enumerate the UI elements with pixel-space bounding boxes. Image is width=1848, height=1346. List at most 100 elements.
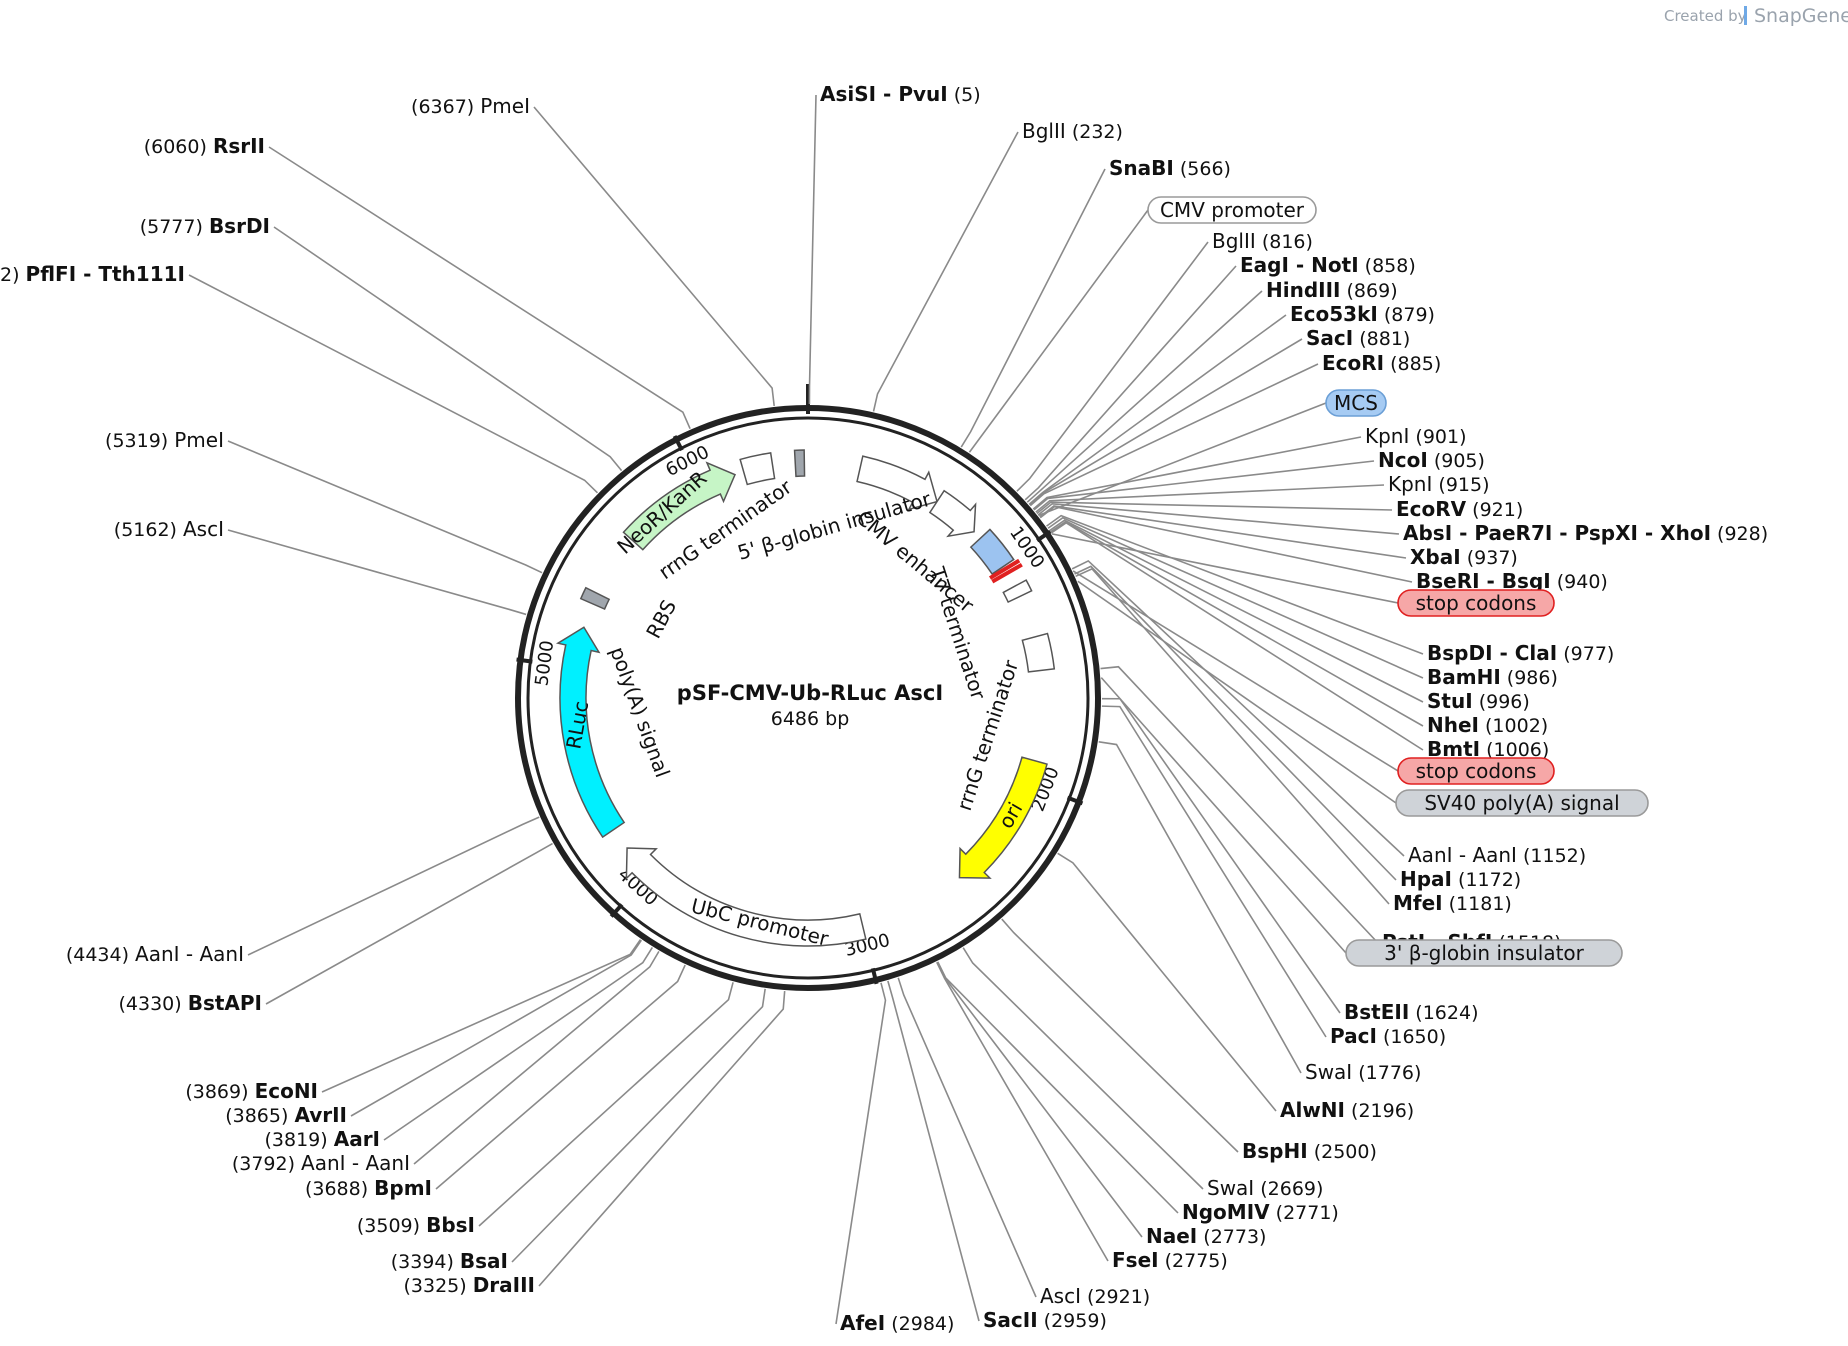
leader-line — [321, 939, 642, 1093]
enzyme-label: BglII (816) — [1212, 229, 1313, 253]
enzyme-label: (3394) BsaI — [391, 1249, 508, 1273]
feature-pill — [1147, 196, 1317, 224]
leader-line — [960, 168, 1106, 448]
leader-line — [1029, 338, 1303, 506]
enzyme-label: HindIII (869) — [1266, 278, 1398, 302]
feature-ubc-promoter — [625, 847, 867, 947]
enzyme-label: BspDI - ClaI (977) — [1427, 641, 1614, 665]
features-layer — [555, 449, 1056, 947]
leader-line — [1057, 852, 1277, 1112]
leader-line — [1071, 559, 1405, 857]
enzyme-label: SnaBI (566) — [1109, 156, 1231, 180]
leader-line — [1026, 290, 1263, 503]
leader-line — [808, 94, 817, 405]
feature-pill-label: 3' β-globin insulator — [1384, 941, 1585, 965]
enzyme-label: FseI (2775) — [1112, 1248, 1228, 1272]
inner-backbone-ring — [526, 416, 1090, 980]
enzyme-label: AlwNI (2196) — [1280, 1098, 1414, 1122]
enzyme-label: KpnI (901) — [1365, 424, 1467, 448]
enzyme-label: BspHI (2500) — [1242, 1139, 1377, 1163]
tick-mark — [672, 435, 684, 452]
feature-pill-label: stop codons — [1416, 591, 1537, 615]
feature-t7-terminator — [1002, 579, 1033, 604]
leader-line — [1036, 501, 1393, 515]
enzyme-label: AbsI - PaeR7I - PspXI - XhoI (928) — [1403, 521, 1768, 545]
feature-leader-line — [1100, 677, 1347, 954]
enzyme-label: SwaI (1776) — [1305, 1060, 1421, 1084]
feature-5-globin-insulator — [793, 449, 806, 478]
enzyme-label: Eco53kI (879) — [1290, 302, 1435, 326]
feature-leader-line — [1051, 533, 1399, 604]
enzyme-label: (4330) BstAPI — [118, 991, 262, 1015]
leader-line — [1074, 565, 1397, 881]
enzyme-label: (3688) BpmI — [305, 1176, 432, 1200]
enzyme-label: EagI - NotI (858) — [1240, 253, 1416, 277]
enzyme-labels: AsiSI - PvuI (5) BglII (232) SnaBI (566) Bg… — [0, 82, 1768, 1335]
enzyme-label: BmtI (1006) — [1427, 737, 1549, 761]
feature-pill-label: CMV promoter — [1160, 198, 1305, 222]
leader-line — [1037, 502, 1400, 535]
leader-line — [273, 226, 623, 472]
enzyme-label: (3509) BbsI — [357, 1213, 475, 1237]
label-polya-signal: poly(A) signal — [605, 644, 674, 781]
feature-neor-kanr — [622, 461, 737, 551]
enzyme-label: BglII (232) — [1022, 119, 1123, 143]
feature-labels: CMV promoter MCS stop codons stop codons SV4… — [968, 196, 1649, 967]
leader-line — [533, 106, 775, 407]
snapgene-text: SnapGene — [1754, 5, 1848, 27]
snapgene-logo-icon — [1744, 6, 1747, 25]
leader-lines — [188, 94, 1424, 1325]
leader-line — [511, 988, 766, 1263]
leader-line — [1098, 741, 1302, 1074]
leader-line — [413, 950, 660, 1165]
leader-line — [1039, 505, 1413, 583]
leader-line — [1100, 665, 1379, 944]
leader-line — [268, 146, 691, 430]
leader-line — [962, 947, 1204, 1190]
enzyme-label: (5777) BsrDI — [140, 214, 270, 238]
enzyme-label: (5319) PmeI — [105, 428, 224, 452]
enzyme-label: (6060) RsrII — [144, 134, 265, 158]
enzyme-label: AsiSI - PvuI (5) — [820, 82, 981, 106]
feature-mcs — [969, 528, 1015, 576]
leader-line — [1101, 705, 1327, 1038]
feature-cmv-promoter — [928, 489, 977, 538]
enzyme-label: (5162) AscI — [114, 517, 224, 541]
enzyme-label: (3869) EcoNI — [185, 1079, 318, 1103]
enzyme-label: BseRI - BsgI (940) — [1416, 569, 1608, 593]
leader-line — [265, 842, 553, 1005]
feature-pill — [1325, 389, 1387, 417]
enzyme-label: PacI (1650) — [1330, 1024, 1446, 1048]
leader-line — [1032, 436, 1362, 510]
feature-pill — [1345, 939, 1623, 967]
leader-line — [227, 440, 543, 574]
leader-line — [478, 982, 734, 1227]
tick-mark — [1035, 529, 1052, 543]
feature-rrng-terminator — [739, 451, 776, 486]
enzyme-label: StuI (996) — [1427, 689, 1530, 713]
leader-line — [1046, 514, 1424, 655]
feature-pill-label: SV40 poly(A) signal — [1424, 791, 1619, 815]
tick-mark — [516, 657, 533, 664]
enzyme-label: AfeI (2984) — [840, 1311, 954, 1335]
enzyme-label: BamHI (986) — [1427, 665, 1558, 689]
leader-line — [1047, 516, 1424, 679]
feature-rluc — [555, 626, 626, 839]
feature-leader-line — [1077, 580, 1397, 804]
feature-pill — [1397, 757, 1555, 785]
enzyme-label: NcoI (905) — [1378, 448, 1485, 472]
feature-leader-line — [1072, 570, 1399, 772]
stop-codon-mark — [988, 558, 1021, 580]
enzyme-label: HpaI (1172) — [1400, 867, 1521, 891]
leader-line — [350, 939, 643, 1117]
feature-rrng-terminator — [1021, 632, 1056, 673]
enzyme-label: EcoRI (885) — [1322, 351, 1441, 375]
leader-line — [1050, 521, 1424, 751]
center-title: pSF-CMV-Ub-RLuc AscI 6486 bp — [677, 681, 943, 730]
enzyme-label: XbaI (937) — [1410, 545, 1518, 569]
leader-line — [835, 982, 887, 1325]
enzyme-label: NaeI (2773) — [1146, 1224, 1266, 1248]
leader-line — [1075, 567, 1390, 905]
leader-line — [227, 529, 527, 616]
branding: Created by SnapGene — [1664, 5, 1848, 27]
